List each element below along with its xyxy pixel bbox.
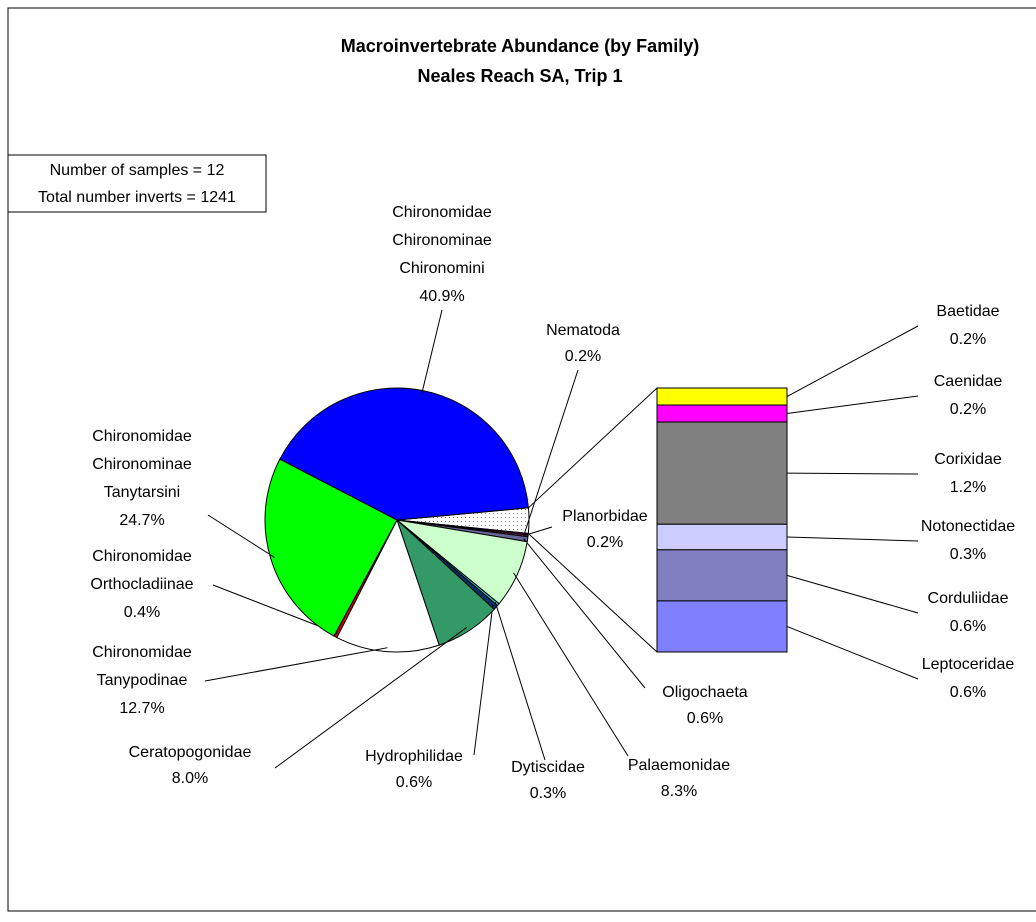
connector-line xyxy=(527,533,658,653)
bar-segment xyxy=(656,549,788,602)
slice-label: Chironominae xyxy=(92,456,192,473)
slice-value-label: 0.4% xyxy=(124,604,160,621)
leader-line xyxy=(786,536,919,542)
bar-label: Corduliidae xyxy=(928,590,1009,607)
annotation: Number of samples = 12 xyxy=(50,162,225,179)
slice-label: Nematoda xyxy=(546,322,620,339)
bar-value-label: 0.6% xyxy=(950,618,986,635)
leader-line xyxy=(786,472,919,475)
leader-line xyxy=(494,601,546,761)
leader-line xyxy=(473,604,494,756)
leader-line xyxy=(204,647,388,682)
slice-label: Planorbidae xyxy=(562,508,648,525)
slice-value-label: 40.9% xyxy=(419,288,464,305)
bar-label: Caenidae xyxy=(934,373,1003,390)
slice-label: Chironomini xyxy=(399,260,484,277)
bar-label: Leptoceridae xyxy=(922,656,1015,673)
slice-value-label: 24.7% xyxy=(119,512,164,529)
slice-label: Chironominae xyxy=(392,232,492,249)
slice-value-label: 8.0% xyxy=(172,770,208,787)
leader-line xyxy=(786,574,919,614)
slice-label: Hydrophilidae xyxy=(365,748,463,765)
slice-label: Palaemonidae xyxy=(628,757,730,774)
connector-line xyxy=(528,387,658,509)
bar-label: Baetidae xyxy=(936,303,999,320)
bar-segment xyxy=(656,404,788,423)
bar-value-label: 0.2% xyxy=(950,401,986,418)
bar-value-label: 0.2% xyxy=(950,331,986,348)
slice-value-label: 0.6% xyxy=(687,710,723,727)
slice-label: Oligochaeta xyxy=(662,684,747,701)
slice-label: Ceratopogonidae xyxy=(129,744,252,761)
leader-line xyxy=(523,538,646,689)
slice-label: Chironomidae xyxy=(92,428,192,445)
leader-line xyxy=(786,325,919,397)
bar-value-label: 0.6% xyxy=(950,684,986,701)
slice-label: Tanypodinae xyxy=(97,672,188,689)
bar-segment xyxy=(656,600,788,653)
bar-value-label: 0.3% xyxy=(950,546,986,563)
bar-segment xyxy=(656,421,788,525)
leader-line xyxy=(786,625,919,680)
slice-label: Dytiscidae xyxy=(511,759,585,776)
bar-value-label: 1.2% xyxy=(950,479,986,496)
bar-segment xyxy=(656,387,788,406)
leader-line xyxy=(523,369,579,535)
slice-value-label: 8.3% xyxy=(661,783,697,800)
leader-line xyxy=(207,514,275,558)
slice-value-label: 0.3% xyxy=(530,785,566,802)
slice-value-label: 0.2% xyxy=(565,348,601,365)
bar-label: Corixidae xyxy=(934,451,1002,468)
annotation-box xyxy=(7,154,267,213)
leader-line xyxy=(421,309,443,395)
chart-title: Macroinvertebrate Abundance (by Family) xyxy=(341,36,699,56)
slice-value-label: 0.6% xyxy=(396,774,432,791)
slice-value-label: 0.2% xyxy=(587,534,623,551)
pie-slice xyxy=(336,518,440,653)
leader-line xyxy=(274,626,468,769)
slice-label: Orthocladiinae xyxy=(90,576,193,593)
slice-value-label: 12.7% xyxy=(119,700,164,717)
chart-subtitle: Neales Reach SA, Trip 1 xyxy=(417,66,622,86)
slice-label: Chironomidae xyxy=(92,644,192,661)
leader-line xyxy=(786,395,919,415)
leader-line xyxy=(513,572,629,757)
bar-label: Notonectidae xyxy=(921,518,1015,535)
bar-segment xyxy=(656,523,788,551)
slice-label: Chironomidae xyxy=(92,548,192,565)
slice-label: Chironomidae xyxy=(392,204,492,221)
slice-label: Tanytarsini xyxy=(104,484,180,501)
annotation: Total number inverts = 1241 xyxy=(38,189,236,206)
